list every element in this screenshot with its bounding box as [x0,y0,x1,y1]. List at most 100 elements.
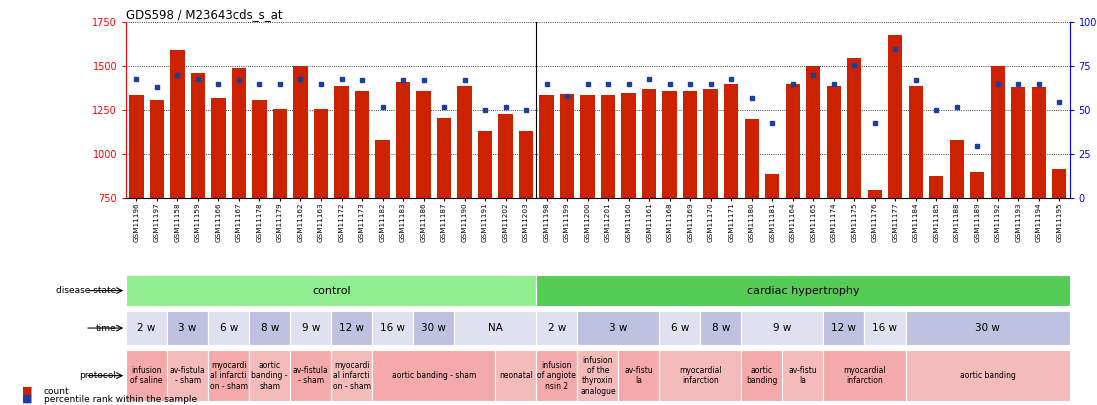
Text: infusion
of the
thyroxin
analogue: infusion of the thyroxin analogue [580,356,615,396]
Bar [1011,87,1026,198]
Bar [354,91,370,198]
Bar [745,119,759,198]
Bar [559,94,574,198]
Text: 3 w: 3 w [179,323,196,333]
Bar [905,311,1070,345]
Bar [167,311,208,345]
Text: ■: ■ [22,393,33,403]
Bar [619,350,659,401]
Text: control: control [312,286,351,296]
Text: neonatal: neonatal [499,371,533,380]
Bar [519,131,533,198]
Text: aortic
banding: aortic banding [746,366,778,385]
Bar [249,311,291,345]
Bar [273,109,287,198]
Bar [375,140,389,198]
Bar [577,350,619,401]
Bar [540,94,554,198]
Text: 16 w: 16 w [381,323,405,333]
Bar [950,140,964,198]
Bar [659,350,742,401]
Text: aortic banding: aortic banding [960,371,1016,380]
Bar [700,311,742,345]
Bar [208,311,249,345]
Bar [536,275,1070,307]
Bar [314,109,328,198]
Bar [129,94,144,198]
Bar [889,34,903,198]
Text: 9 w: 9 w [773,323,792,333]
Bar [868,190,882,198]
Bar [642,89,656,198]
Text: GDS598 / M23643cds_s_at: GDS598 / M23643cds_s_at [126,8,283,21]
Bar [331,311,372,345]
Bar [864,311,905,345]
Bar [231,68,246,198]
Bar [396,82,410,198]
Bar [806,66,821,198]
Bar [478,131,493,198]
Bar [126,311,167,345]
Text: infusion
of saline: infusion of saline [131,366,163,385]
Bar [249,350,291,401]
Bar [970,172,984,198]
Bar [437,118,451,198]
Bar [742,350,782,401]
Text: 9 w: 9 w [302,323,320,333]
Bar [208,350,249,401]
Text: myocardi
al infarcti
on - sham: myocardi al infarcti on - sham [210,361,248,390]
Bar [742,311,824,345]
Text: 2 w: 2 w [137,323,156,333]
Bar [929,177,943,198]
Bar [149,100,165,198]
Text: 30 w: 30 w [975,323,1000,333]
Text: 16 w: 16 w [872,323,897,333]
Text: myocardi
al infarcti
on - sham: myocardi al infarcti on - sham [332,361,371,390]
Bar [170,51,184,198]
Text: av-fistu
la: av-fistu la [789,366,817,385]
Bar [724,84,738,198]
Bar [601,94,615,198]
Bar [167,350,208,401]
Text: aortic
banding -
sham: aortic banding - sham [251,361,289,390]
Text: 30 w: 30 w [421,323,446,333]
Text: av-fistula
- sham: av-fistula - sham [170,366,205,385]
Bar [191,73,205,198]
Bar [782,350,824,401]
Bar [703,89,717,198]
Bar [824,350,905,401]
Text: 8 w: 8 w [260,323,279,333]
Bar [414,311,454,345]
Text: myocardial
infarction: myocardial infarction [679,366,722,385]
Text: ■: ■ [22,386,33,396]
Bar [372,350,496,401]
Bar [372,311,414,345]
Text: 8 w: 8 w [712,323,731,333]
Bar [663,91,677,198]
Bar [331,350,372,401]
Text: cardiac hypertrophy: cardiac hypertrophy [747,286,859,296]
Text: time: time [95,324,116,333]
Text: count: count [44,388,69,396]
Text: protocol: protocol [79,371,116,380]
Bar [417,91,431,198]
Text: aortic banding - sham: aortic banding - sham [392,371,476,380]
Bar [454,311,536,345]
Bar [291,350,331,401]
Text: av-fistu
la: av-fistu la [624,366,653,385]
Bar [765,174,779,198]
Bar [496,350,536,401]
Text: 12 w: 12 w [832,323,857,333]
Text: myocardial
infarction: myocardial infarction [844,366,885,385]
Text: 6 w: 6 w [219,323,238,333]
Bar [498,114,512,198]
Bar [991,66,1005,198]
Bar [621,93,636,198]
Bar [580,94,595,198]
Bar [291,311,331,345]
Bar [785,84,800,198]
Bar [252,100,267,198]
Bar [577,311,659,345]
Bar [826,86,841,198]
Bar [536,311,577,345]
